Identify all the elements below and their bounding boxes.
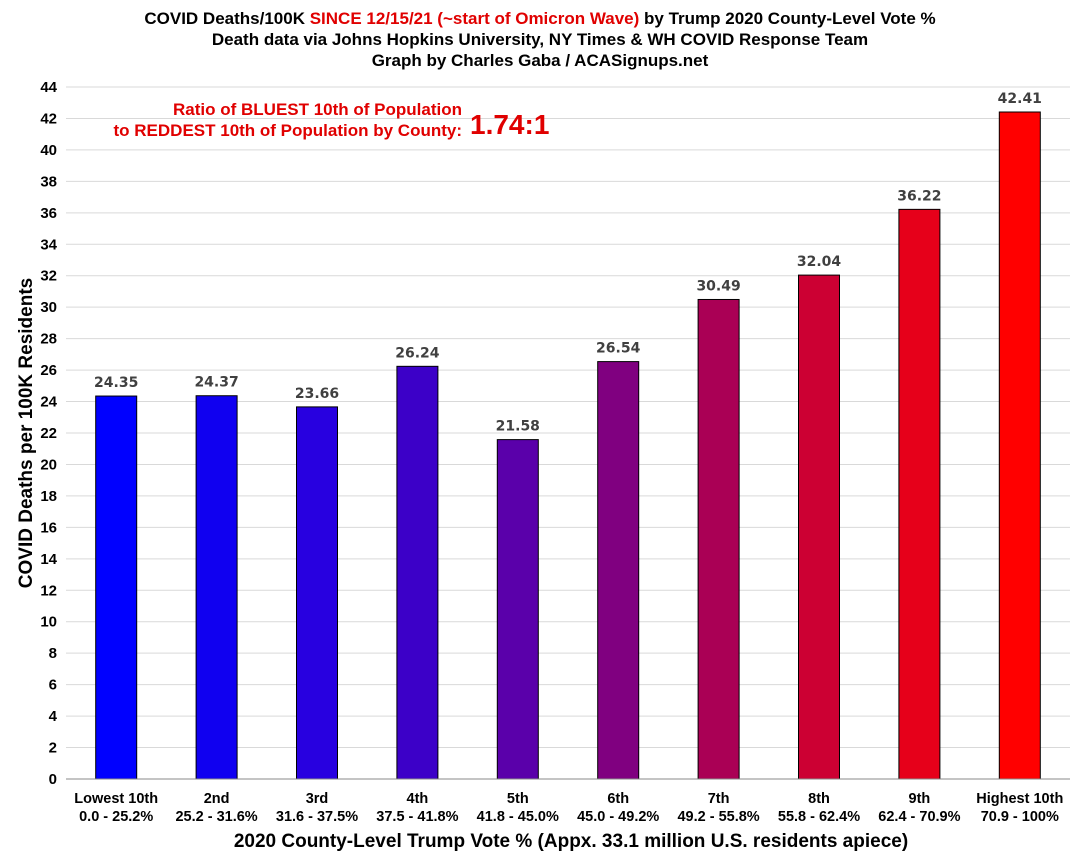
x-category-label: 4th (407, 791, 429, 807)
annotation-ratio: 1.74:1 (470, 109, 549, 140)
y-tick-label: 6 (49, 677, 57, 694)
x-category-label: 8th (808, 791, 830, 807)
x-category-range: 25.2 - 31.6% (175, 809, 257, 825)
y-tick-label: 10 (40, 614, 57, 631)
x-category-range: 45.0 - 49.2% (577, 809, 659, 825)
bar (396, 365, 439, 780)
bar (697, 298, 740, 780)
x-category-label: 9th (909, 791, 931, 807)
y-axis-title: COVID Deaths per 100K Residents (16, 278, 37, 588)
x-category-range: 41.8 - 45.0% (477, 809, 559, 825)
annotation-line2: to REDDEST 10th of Population by County: (114, 121, 462, 140)
x-category-range: 31.6 - 37.5% (276, 809, 358, 825)
data-label: 30.49 (696, 278, 740, 294)
y-tick-label: 42 (40, 110, 57, 127)
title-suffix: by Trump 2020 County-Level Vote % (639, 9, 935, 28)
y-tick-label: 0 (49, 771, 57, 788)
x-category-label: 5th (507, 791, 529, 807)
annotation-line1: Ratio of BLUEST 10th of Population (173, 100, 462, 119)
y-tick-label: 36 (40, 205, 57, 222)
y-tick-label: 26 (40, 362, 57, 379)
data-label: 26.54 (596, 341, 641, 357)
chart-title-line3: Graph by Charles Gaba / ACASignups.net (372, 51, 709, 70)
x-category-range: 70.9 - 100% (981, 809, 1059, 825)
data-label: 23.66 (295, 386, 339, 402)
x-axis-title: 2020 County-Level Trump Vote % (Appx. 33… (234, 831, 908, 852)
y-tick-label: 16 (40, 519, 57, 536)
x-category-range: 55.8 - 62.4% (778, 809, 860, 825)
x-category-label: 6th (607, 791, 629, 807)
bar (597, 361, 640, 780)
data-label: 26.24 (395, 345, 440, 361)
data-label: 24.35 (94, 375, 138, 391)
y-tick-label: 30 (40, 299, 57, 316)
x-category-label: Lowest 10th (74, 791, 158, 807)
y-tick-label: 14 (40, 551, 57, 568)
y-tick-label: 18 (40, 488, 57, 505)
y-tick-label: 20 (40, 456, 57, 473)
data-label: 42.41 (998, 91, 1042, 107)
y-tick-label: 38 (40, 173, 57, 190)
x-category-range: 49.2 - 55.8% (677, 809, 759, 825)
bar (998, 111, 1041, 780)
bars (95, 111, 1041, 780)
bar (496, 439, 539, 780)
bar (195, 395, 238, 780)
y-tick-label: 32 (40, 268, 57, 285)
x-category-range: 0.0 - 25.2% (79, 809, 153, 825)
y-tick-labels: 0246810121416182022242628303234363840424… (40, 79, 57, 788)
chart-title-line2: Death data via Johns Hopkins University,… (212, 30, 868, 49)
bar (296, 406, 338, 780)
title-prefix: COVID Deaths/100K (144, 9, 309, 28)
data-labels: 24.35 24.37 23.66 26.24 21.58 26.54 30.49 32.04… (94, 91, 1042, 435)
x-category-range: 37.5 - 41.8% (376, 809, 458, 825)
bar (798, 274, 840, 780)
y-tick-label: 12 (40, 582, 57, 599)
x-category-label: 3rd (306, 791, 329, 807)
y-tick-label: 24 (40, 394, 57, 411)
chart-title-line1: COVID Deaths/100K SINCE 12/15/21 (~start… (144, 9, 935, 28)
y-tick-label: 2 (49, 740, 57, 757)
x-category-label: Highest 10th (976, 791, 1063, 807)
data-label: 21.58 (496, 419, 540, 435)
y-tick-label: 44 (40, 79, 57, 96)
y-tick-label: 22 (40, 425, 57, 442)
data-label: 24.37 (194, 375, 238, 391)
y-tick-label: 28 (40, 331, 57, 348)
title-highlight: SINCE 12/15/21 (~start of Omicron Wave) (310, 9, 640, 28)
x-category-label: 7th (708, 791, 730, 807)
data-label: 32.04 (797, 254, 842, 270)
x-category-range: 62.4 - 70.9% (878, 809, 960, 825)
y-tick-label: 34 (40, 236, 57, 253)
y-tick-label: 4 (49, 708, 58, 725)
x-category-label: 2nd (204, 791, 230, 807)
y-tick-label: 40 (40, 142, 57, 159)
x-category-labels: Lowest 10th 0.0 - 25.2% 2nd 25.2 - 31.6% 3rd… (74, 791, 1063, 825)
data-label: 36.22 (897, 188, 941, 204)
y-tick-label: 8 (49, 645, 57, 662)
bar (95, 395, 138, 780)
bar (898, 208, 941, 780)
